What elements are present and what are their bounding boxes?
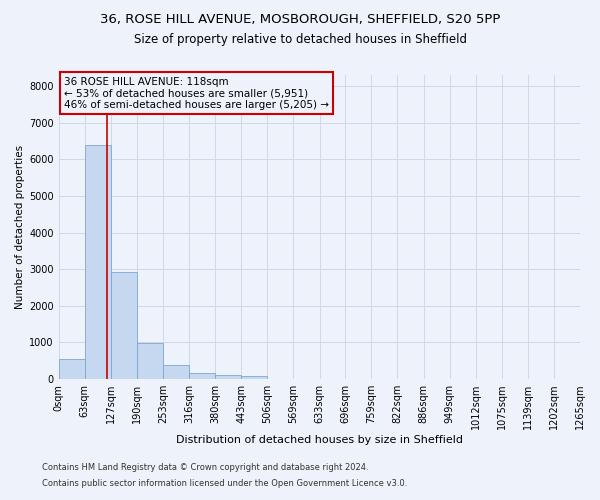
Text: Contains HM Land Registry data © Crown copyright and database right 2024.: Contains HM Land Registry data © Crown c… xyxy=(42,464,368,472)
Bar xyxy=(215,375,241,379)
X-axis label: Distribution of detached houses by size in Sheffield: Distribution of detached houses by size … xyxy=(176,435,463,445)
Bar xyxy=(241,376,267,379)
Text: 36 ROSE HILL AVENUE: 118sqm
← 53% of detached houses are smaller (5,951)
46% of : 36 ROSE HILL AVENUE: 118sqm ← 53% of det… xyxy=(64,76,329,110)
Bar xyxy=(163,365,189,379)
Text: 36, ROSE HILL AVENUE, MOSBOROUGH, SHEFFIELD, S20 5PP: 36, ROSE HILL AVENUE, MOSBOROUGH, SHEFFI… xyxy=(100,12,500,26)
Bar xyxy=(59,358,85,379)
Text: Size of property relative to detached houses in Sheffield: Size of property relative to detached ho… xyxy=(133,32,467,46)
Text: Contains public sector information licensed under the Open Government Licence v3: Contains public sector information licen… xyxy=(42,478,407,488)
Bar xyxy=(189,373,215,379)
Bar xyxy=(137,343,163,379)
Y-axis label: Number of detached properties: Number of detached properties xyxy=(15,145,25,309)
Bar xyxy=(85,146,111,379)
Bar xyxy=(111,272,137,379)
